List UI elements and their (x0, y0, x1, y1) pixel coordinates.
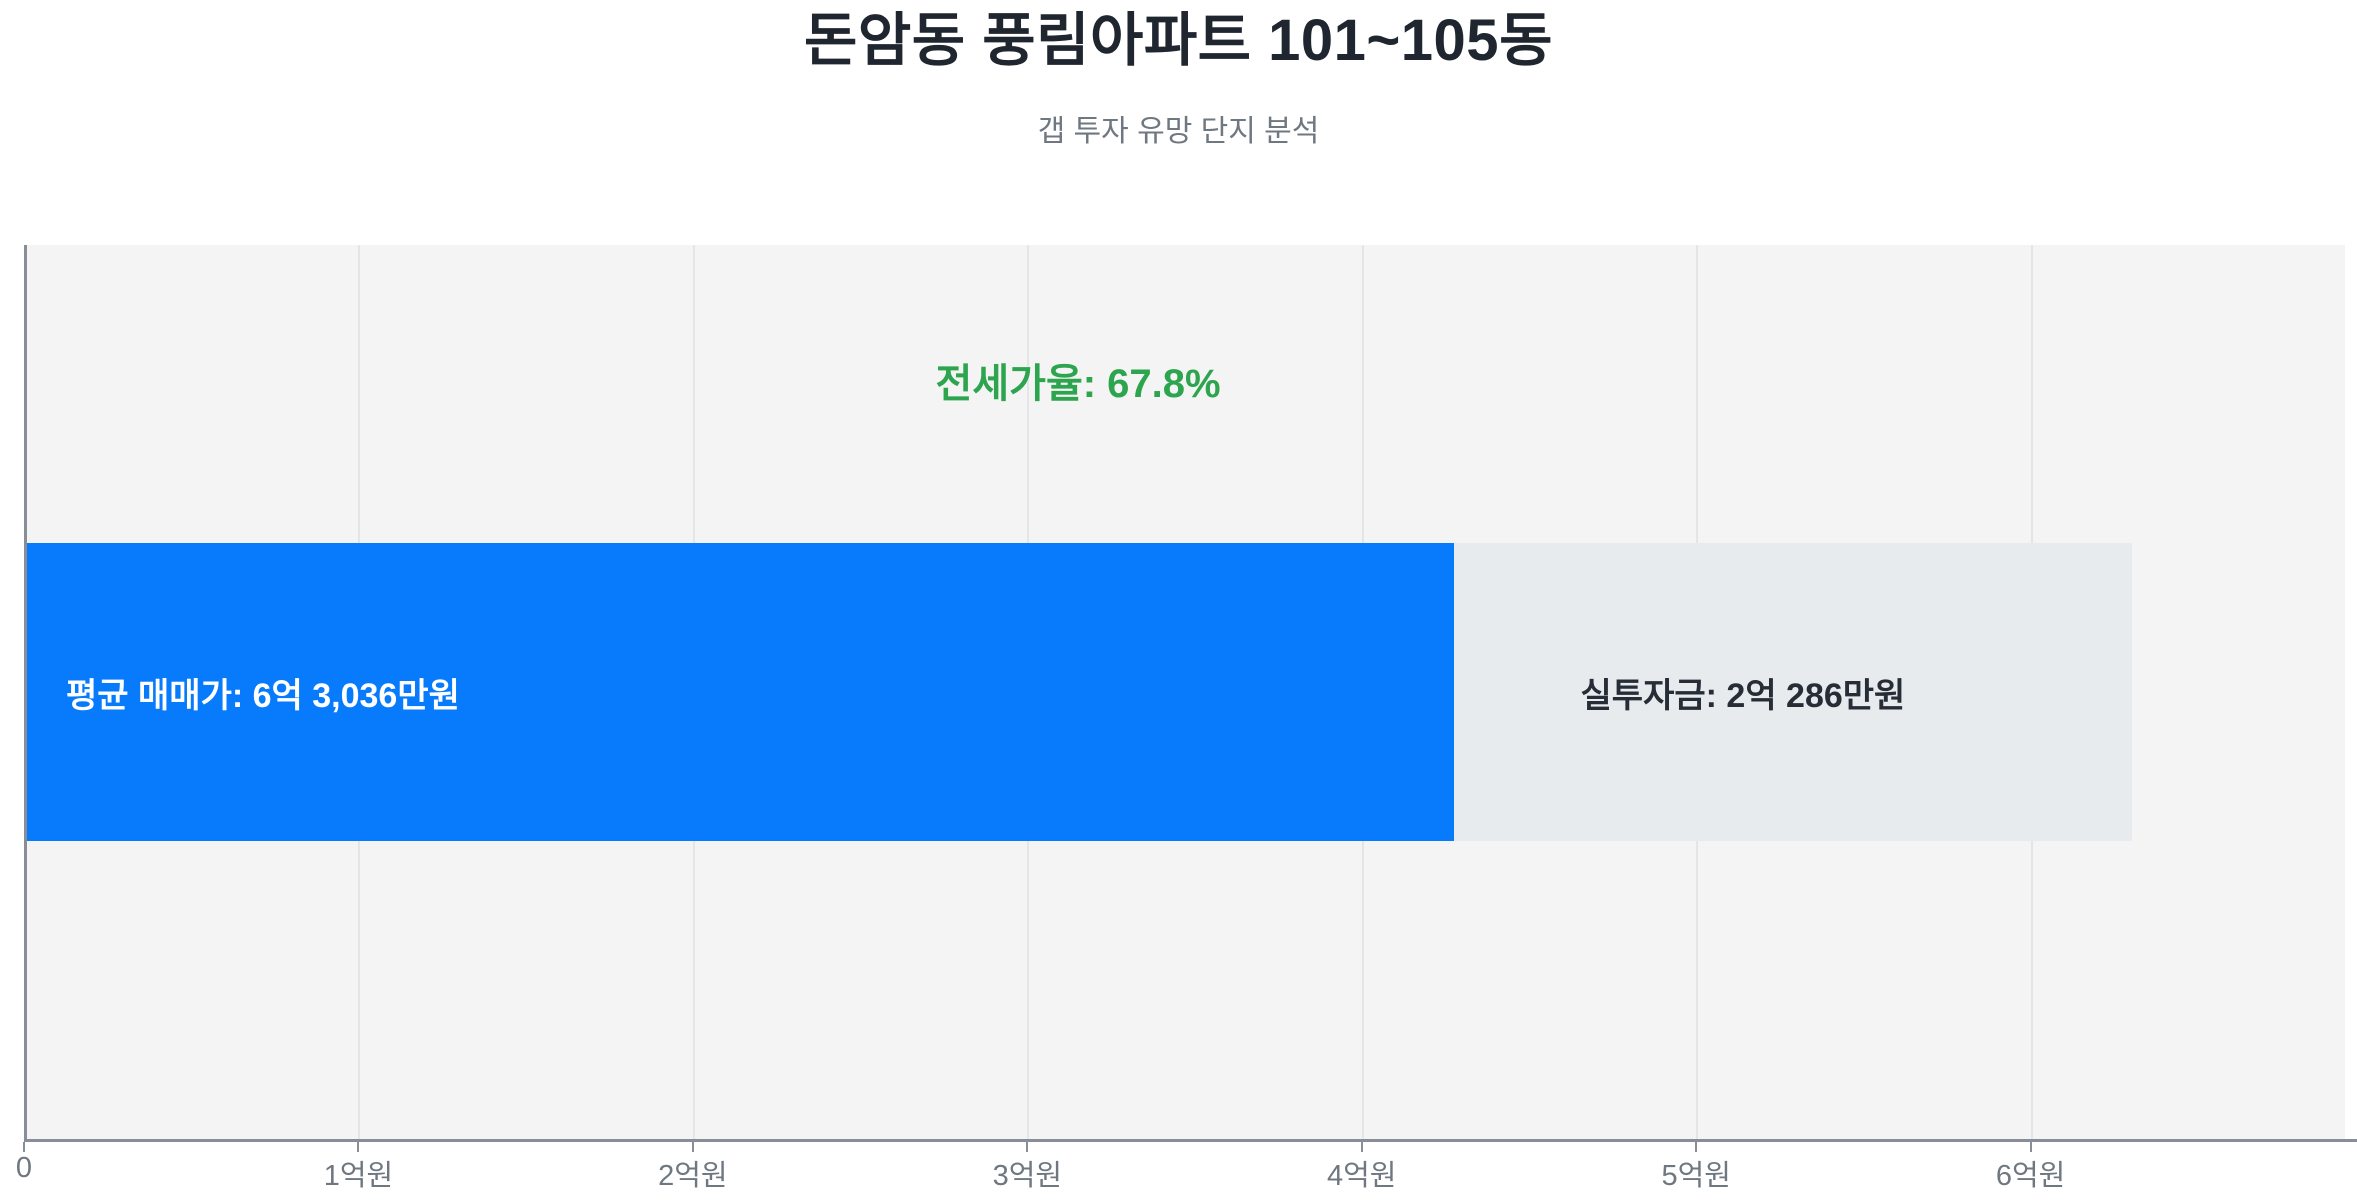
plot-area: 전세가율: 67.8% 실투자금: 2억 286만원 평균 매매가: 6억 3,… (24, 245, 2345, 1139)
x-tick-label: 6억원 (1995, 1160, 2066, 1192)
x-axis-tick (1026, 1142, 1029, 1152)
x-tick-label: 2억원 (658, 1160, 728, 1192)
jeonse-ratio-annotation: 전세가율: 67.8% (935, 362, 1221, 406)
x-axis-tick (2029, 1142, 2032, 1152)
bar-segment-gap-investment: 실투자금: 2억 286만원 (1453, 543, 2133, 841)
sale-price-label: 평균 매매가: 6억 3,036만원 (66, 676, 460, 715)
chart-subtitle: 갭 투자 유망 단지 분석 (1037, 115, 1320, 148)
x-axis-tick (691, 1142, 694, 1152)
x-tick-label: 5억원 (1661, 1160, 1731, 1192)
x-axis-tick (23, 1142, 25, 1152)
x-axis-tick (1695, 1142, 1698, 1152)
x-axis-tick (1360, 1142, 1363, 1152)
chart-title: 돈암동 풍림아파트 101~105동 (804, 8, 1553, 73)
gap-investment-label: 실투자금: 2억 286만원 (1580, 676, 1906, 715)
x-tick-label: 3억원 (992, 1160, 1063, 1192)
x-axis-tick (357, 1142, 360, 1152)
x-tick-label: 0 (15, 1152, 33, 1184)
x-axis-line (24, 1139, 2357, 1142)
bar-segment-jeonse: 평균 매매가: 6억 3,036만원 (24, 543, 1454, 841)
y-axis-line (24, 245, 27, 1139)
x-tick-label: 4억원 (1327, 1160, 1397, 1192)
x-tick-label: 1억원 (323, 1160, 394, 1192)
